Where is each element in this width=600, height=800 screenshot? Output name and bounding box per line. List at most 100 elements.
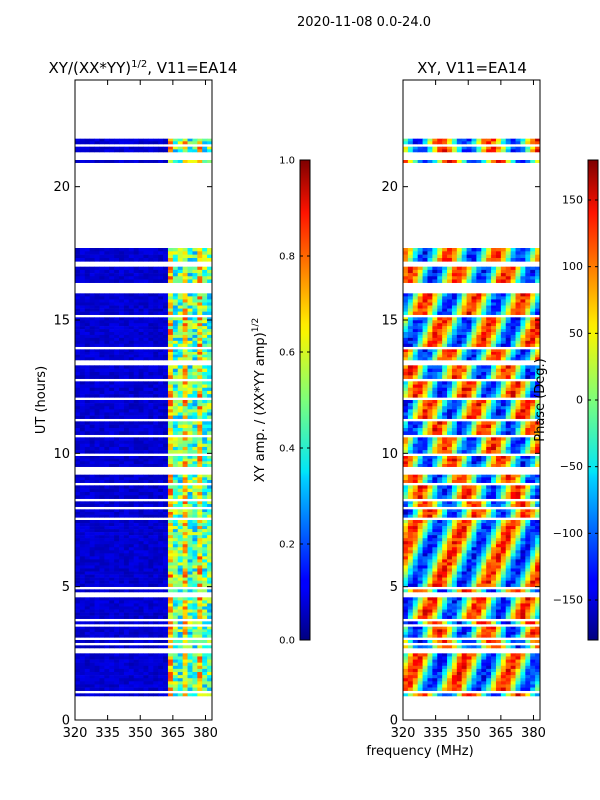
- heatmap-cell: [451, 678, 458, 682]
- heatmap-cell: [94, 645, 100, 649]
- heatmap-cell: [99, 446, 105, 451]
- heatmap-cell: [109, 340, 115, 345]
- heatmap-cell: [143, 337, 149, 342]
- heatmap-cell: [525, 612, 531, 616]
- heatmap-cell: [119, 354, 125, 358]
- heatmap-cell: [99, 532, 105, 536]
- heatmap-cell: [207, 477, 213, 481]
- heatmap-cell: [94, 390, 100, 395]
- heatmap-cell: [471, 687, 477, 691]
- heatmap-cell: [520, 615, 526, 619]
- heatmap-cell: [417, 577, 423, 581]
- heatmap-cell: [94, 672, 100, 676]
- heatmap-cell: [417, 626, 423, 630]
- heatmap-cell: [192, 254, 198, 259]
- heatmap-cell: [128, 653, 135, 657]
- heatmap-cell: [128, 501, 135, 505]
- heatmap-cell: [143, 653, 149, 657]
- heatmap-cell: [99, 665, 105, 670]
- heatmap-cell: [153, 415, 159, 419]
- heatmap-cell: [148, 492, 154, 496]
- heatmap-cell: [123, 323, 130, 327]
- heatmap-cell: [207, 160, 213, 163]
- heatmap-cell: [437, 583, 443, 587]
- heatmap-cell: [172, 403, 179, 407]
- heatmap-cell: [505, 675, 512, 679]
- heatmap-cell: [114, 149, 120, 153]
- heatmap-cell: [104, 308, 110, 312]
- heatmap-cell: [143, 279, 149, 283]
- heatmap-cell: [84, 672, 91, 676]
- heatmap-cell: [94, 553, 100, 557]
- heatmap-cell: [192, 562, 198, 566]
- heatmap-cell: [535, 597, 541, 601]
- heatmap-cell: [520, 553, 526, 557]
- heatmap-cell: [99, 273, 105, 277]
- heatmap-cell: [128, 464, 135, 467]
- heatmap-cell: [114, 541, 120, 545]
- heatmap-cell: [476, 687, 482, 691]
- heatmap-cell: [422, 583, 428, 587]
- heatmap-cell: [471, 634, 477, 638]
- heatmap-cell: [104, 437, 110, 441]
- heatmap-cell: [138, 640, 144, 643]
- heatmap-cell: [104, 477, 110, 481]
- heatmap-cell: [128, 390, 135, 395]
- heatmap-cell: [481, 640, 487, 643]
- heatmap-cell: [510, 565, 516, 569]
- heatmap-cell: [456, 626, 463, 630]
- heatmap-cell: [94, 514, 100, 518]
- heatmap-cell: [427, 626, 433, 630]
- heatmap-cell: [143, 302, 149, 306]
- heatmap-cell: [491, 544, 497, 548]
- heatmap-cell: [476, 615, 482, 619]
- heatmap-cell: [207, 352, 213, 355]
- heatmap-cell: [133, 509, 139, 513]
- heatmap-cell: [456, 600, 463, 604]
- heatmap-cell: [197, 597, 203, 601]
- heatmap-cell: [94, 349, 100, 353]
- heatmap-cell: [451, 589, 458, 593]
- heatmap-cell: [104, 675, 110, 679]
- heatmap-cell: [84, 248, 91, 252]
- heatmap-cell: [84, 375, 91, 379]
- heatmap-cell: [128, 514, 135, 518]
- heatmap-cell: [187, 574, 193, 578]
- heatmap-cell: [79, 354, 86, 358]
- heatmap-cell: [75, 317, 81, 321]
- heatmap-cell: [476, 583, 482, 587]
- heatmap-cell: [89, 293, 95, 297]
- heatmap-cell: [89, 547, 95, 551]
- heatmap-cell: [158, 276, 164, 280]
- heatmap-cell: [535, 684, 541, 688]
- heatmap-cell: [466, 612, 472, 616]
- heatmap-cell: [153, 609, 159, 613]
- heatmap-cell: [114, 621, 120, 625]
- heatmap-cell: [138, 400, 144, 404]
- heatmap-cell: [75, 446, 81, 451]
- heatmap-cell: [197, 146, 203, 150]
- heatmap-cell: [143, 357, 149, 361]
- heatmap-cell: [75, 535, 81, 539]
- heatmap-cell: [79, 574, 86, 578]
- heatmap-cell: [75, 562, 81, 566]
- heatmap-cell: [94, 488, 100, 493]
- heatmap-cell: [114, 668, 120, 673]
- heatmap-cell: [535, 687, 541, 691]
- heatmap-cell: [133, 678, 139, 682]
- heatmap-cell: [197, 323, 203, 327]
- heatmap-cell: [427, 621, 433, 625]
- heatmap-cell: [187, 678, 193, 682]
- heatmap-cell: [481, 600, 487, 604]
- heatmap-cell: [182, 556, 188, 560]
- heatmap-cell: [89, 308, 95, 312]
- heatmap-cell: [138, 553, 144, 557]
- heatmap-cell: [104, 553, 110, 557]
- heatmap-cell: [495, 577, 502, 581]
- heatmap-cell: [486, 559, 492, 563]
- heatmap-cell: [153, 266, 159, 271]
- heatmap-cell: [89, 681, 95, 685]
- heatmap-cell: [530, 574, 536, 578]
- heatmap-cell: [75, 387, 81, 392]
- heatmap-cell: [167, 632, 174, 635]
